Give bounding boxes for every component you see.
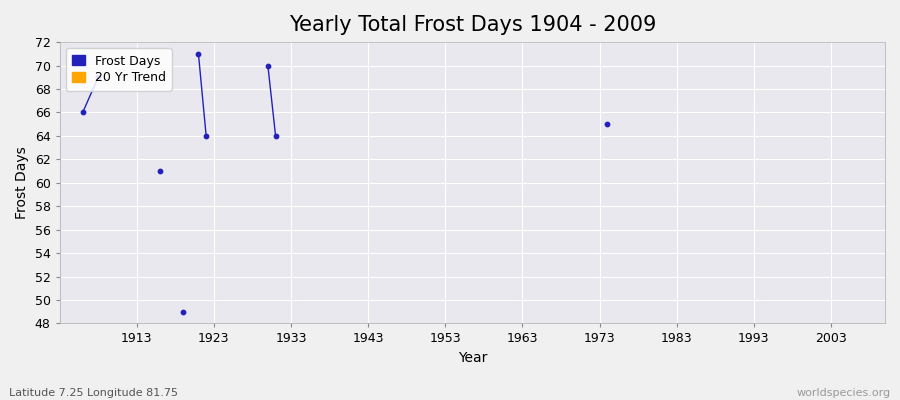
Y-axis label: Frost Days: Frost Days <box>15 146 29 219</box>
Text: Latitude 7.25 Longitude 81.75: Latitude 7.25 Longitude 81.75 <box>9 388 178 398</box>
Point <box>268 133 283 139</box>
Text: worldspecies.org: worldspecies.org <box>796 388 891 398</box>
Point <box>261 62 275 69</box>
Point <box>176 308 190 315</box>
Point <box>76 109 90 116</box>
Point <box>191 51 205 57</box>
Point <box>199 133 213 139</box>
Point <box>91 74 105 80</box>
Point <box>153 168 167 174</box>
Legend: Frost Days, 20 Yr Trend: Frost Days, 20 Yr Trend <box>66 48 172 91</box>
Point <box>600 121 615 127</box>
Title: Yearly Total Frost Days 1904 - 2009: Yearly Total Frost Days 1904 - 2009 <box>289 15 656 35</box>
X-axis label: Year: Year <box>457 351 487 365</box>
